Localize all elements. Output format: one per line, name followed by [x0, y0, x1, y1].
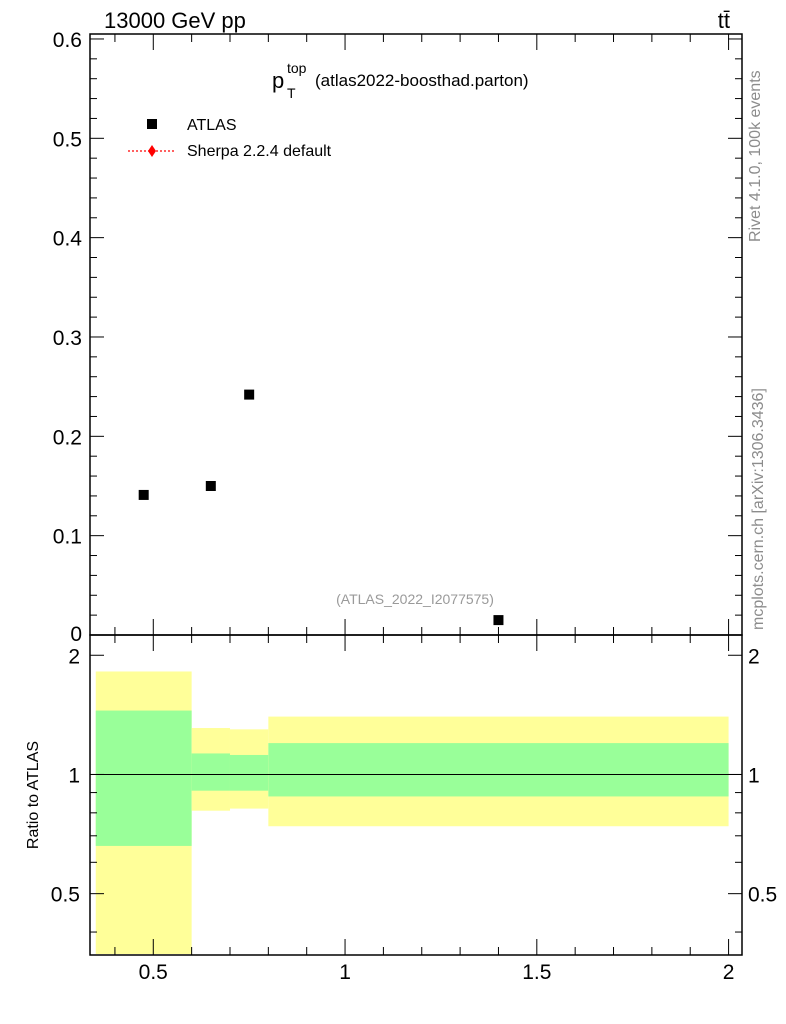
ratio-y-tick-label: 1 — [68, 764, 80, 787]
x-tick-label: 0.5 — [139, 961, 168, 984]
data-point — [493, 615, 504, 626]
data-point — [244, 389, 255, 400]
ratio-y-tick-label-right: 2 — [748, 645, 760, 668]
y-tick-label: 0.4 — [53, 228, 83, 251]
main-ticks: 0.1 0.2 0.3 0.4 0.5 0.6 0 — [53, 29, 742, 646]
y-tick-label: 0.1 — [53, 526, 82, 549]
ratio-panel-frame — [89, 634, 743, 956]
data-point — [138, 489, 149, 500]
y-tick-label: 0.2 — [53, 426, 82, 449]
header-right: tt̄ — [718, 8, 730, 33]
data-point — [205, 480, 216, 491]
uncertainty-band-inner — [268, 743, 729, 797]
ratio-y-tick-label-right: 0.5 — [748, 884, 777, 907]
title-sub: T — [287, 85, 296, 101]
ratio-y-tick-label-right: 1 — [748, 764, 760, 787]
y-zero-label: 0 — [70, 623, 82, 646]
ratio-y-tick-label: 0.5 — [51, 884, 80, 907]
rivet-label: Rivet 4.1.0, 100k events — [747, 70, 764, 242]
y-tick-label: 0.6 — [53, 29, 82, 52]
legend-label-atlas: ATLAS — [187, 117, 237, 134]
mcplots-label: mcplots.cern.ch [arXiv:1306.3436] — [750, 388, 767, 630]
ratio-ylabel: Ratio to ATLAS — [25, 741, 42, 849]
x-tick-label: 2 — [723, 961, 735, 984]
uncertainty-band-inner — [229, 754, 269, 791]
uncertainty-band-inner — [95, 710, 192, 846]
x-tick-label: 1 — [339, 961, 351, 984]
plot-title: p top T (atlas2022-boosthad.parton) — [272, 60, 529, 101]
analysis-watermark: (ATLAS_2022_I2077575) — [336, 591, 494, 607]
ratio-panel-bands — [95, 671, 729, 954]
header-left: 13000 GeV pp — [104, 8, 246, 33]
main-data-points — [138, 389, 504, 626]
y-tick-label: 0.3 — [53, 327, 82, 350]
ratio-y-tick-label: 2 — [68, 645, 80, 668]
legend-marker-sherpa — [148, 145, 156, 157]
title-main: p — [272, 68, 284, 93]
ratio-ticks: 0.5 0.5 1 1 2 2 0.5 1 1.5 2 — [51, 635, 777, 984]
legend-label-sherpa: Sherpa 2.2.4 default — [187, 143, 332, 160]
y-tick-label: 0.5 — [53, 128, 82, 151]
legend: ATLAS Sherpa 2.2.4 default — [128, 117, 332, 160]
legend-marker-atlas — [147, 119, 157, 129]
x-tick-label: 1.5 — [522, 961, 551, 984]
uncertainty-band-inner — [191, 753, 230, 791]
title-rest: (atlas2022-boosthad.parton) — [315, 71, 529, 90]
title-sup: top — [287, 60, 307, 76]
